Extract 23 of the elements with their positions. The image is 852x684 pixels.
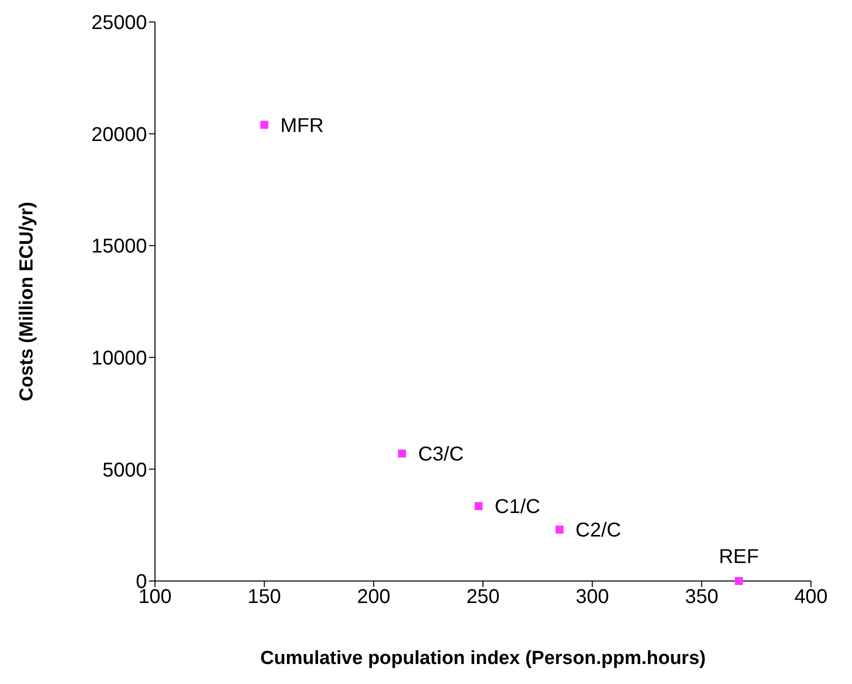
annotation: REF: [718, 546, 759, 568]
y-tick-label: 5000: [102, 459, 147, 482]
point: [474, 502, 483, 510]
x-tick-label: 250: [466, 586, 500, 608]
annotation: C1/C: [494, 496, 540, 518]
y-axis-title: Costs (Million ECU/yr): [16, 202, 38, 402]
y-tick-label: 25000: [91, 12, 147, 34]
x-tick-label: 300: [576, 586, 610, 608]
point: [556, 526, 564, 534]
point: [734, 577, 743, 585]
annotation: MFR: [280, 114, 324, 137]
y-tick-label: 20000: [91, 124, 147, 146]
x-tick-label: 350: [684, 586, 718, 608]
x-axis-title: Cumulative population index (Person.ppm.hours): [260, 648, 706, 669]
y-tick-label: 10000: [91, 348, 147, 370]
x-tick-label: 400: [794, 586, 828, 608]
y-tick-label: 15000: [91, 236, 147, 258]
x-tick-label: 200: [356, 586, 390, 608]
annotation: C2/C: [576, 520, 622, 542]
point: [260, 120, 268, 129]
point: [398, 450, 406, 458]
annotation: C3/C: [418, 444, 464, 466]
x-tick-label: 150: [248, 586, 282, 608]
